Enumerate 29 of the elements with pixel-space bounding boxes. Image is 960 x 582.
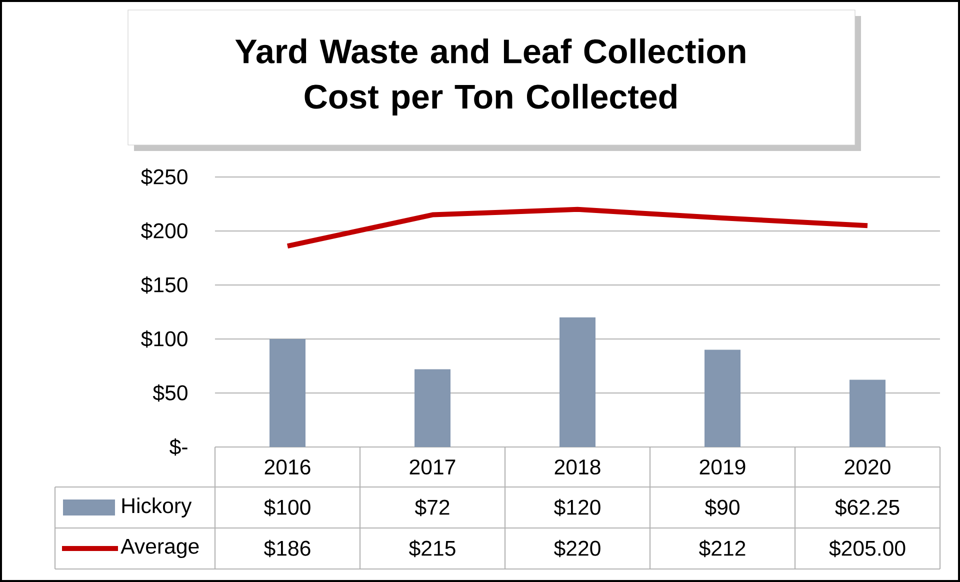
bar: [560, 317, 596, 447]
data-label: $220: [554, 540, 600, 558]
data-label: $72: [414, 498, 450, 516]
y-tick-label: $50: [152, 384, 188, 402]
legend-label: Hickory: [122, 498, 192, 518]
y-tick-label: $200: [141, 222, 188, 240]
data-label: $120: [554, 498, 600, 516]
data-label: $186: [264, 540, 310, 558]
y-tick-label: $-: [170, 438, 188, 456]
data-label: $62.25: [835, 498, 900, 516]
bar: [704, 350, 741, 447]
data-label: $100: [264, 498, 310, 516]
data-label: $212: [699, 540, 746, 558]
x-tick-label: 2019: [700, 459, 746, 475]
y-tick-label: $150: [141, 276, 188, 294]
x-tick-label: 2016: [264, 459, 310, 475]
x-tick-label: 2017: [410, 459, 456, 475]
bar: [414, 369, 450, 447]
data-label: $90: [704, 498, 740, 516]
chart-title: Yard Waste and Leaf Collection Cost per Ton Collected: [235, 38, 746, 116]
x-tick-label: 2020: [844, 459, 890, 475]
y-tick-label: $100: [141, 330, 188, 348]
bar: [270, 339, 306, 447]
data-label: $205.00: [829, 540, 906, 558]
legend-label: Average: [120, 538, 199, 558]
x-tick-label: 2018: [554, 459, 600, 475]
y-tick-label: $250: [141, 168, 188, 186]
bar: [850, 380, 886, 447]
data-label: $215: [409, 540, 456, 558]
